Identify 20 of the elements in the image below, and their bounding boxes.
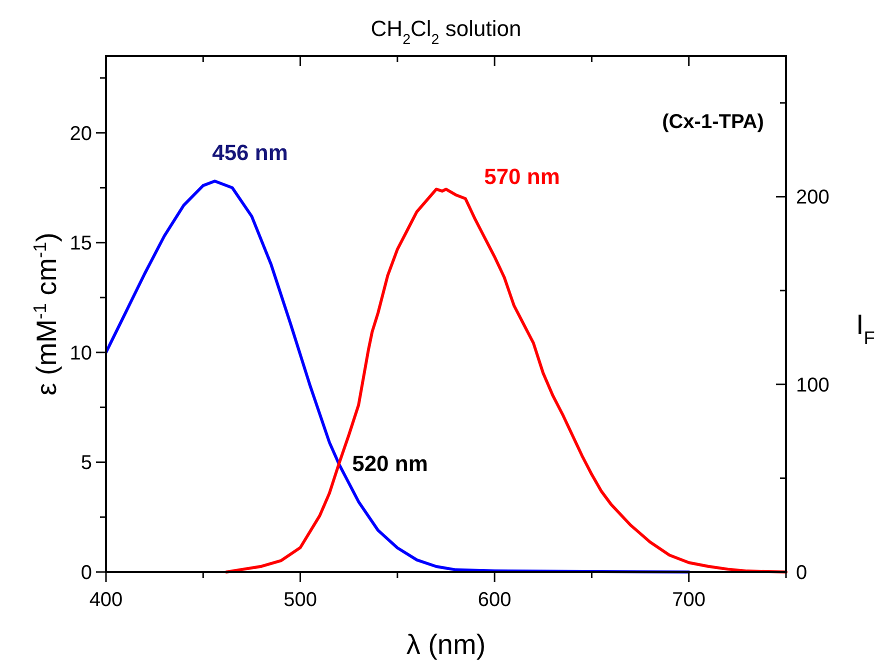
y2-tick-label: 0	[796, 562, 808, 584]
x-tick-label: 400	[89, 589, 123, 611]
x-tick-label: 500	[284, 589, 317, 611]
annotation: 570 nm	[484, 164, 560, 189]
x-tick-label: 700	[672, 589, 706, 611]
x-axis-title: λ (nm)	[406, 629, 486, 660]
y2-tick-label: 100	[796, 374, 830, 396]
chart-title: CH$_{2}$Cl$_{2}$ solution	[370, 16, 522, 48]
y-tick-label: 0	[80, 562, 92, 584]
annotation: (Cx-1-TPA)	[662, 111, 764, 133]
y-tick-label: 5	[80, 452, 92, 474]
y2-axis-title: I$_{F}$	[856, 309, 875, 348]
annotation: 456 nm	[212, 140, 288, 165]
y-tick-label: 15	[70, 232, 92, 255]
line-series	[224, 188, 788, 574]
y2-tick-label: 200	[796, 186, 830, 209]
annotation: 520 nm	[352, 451, 428, 476]
x-tick-label: 600	[478, 589, 512, 611]
y-tick-label: 20	[70, 122, 92, 145]
y-tick-label: 10	[70, 342, 92, 364]
